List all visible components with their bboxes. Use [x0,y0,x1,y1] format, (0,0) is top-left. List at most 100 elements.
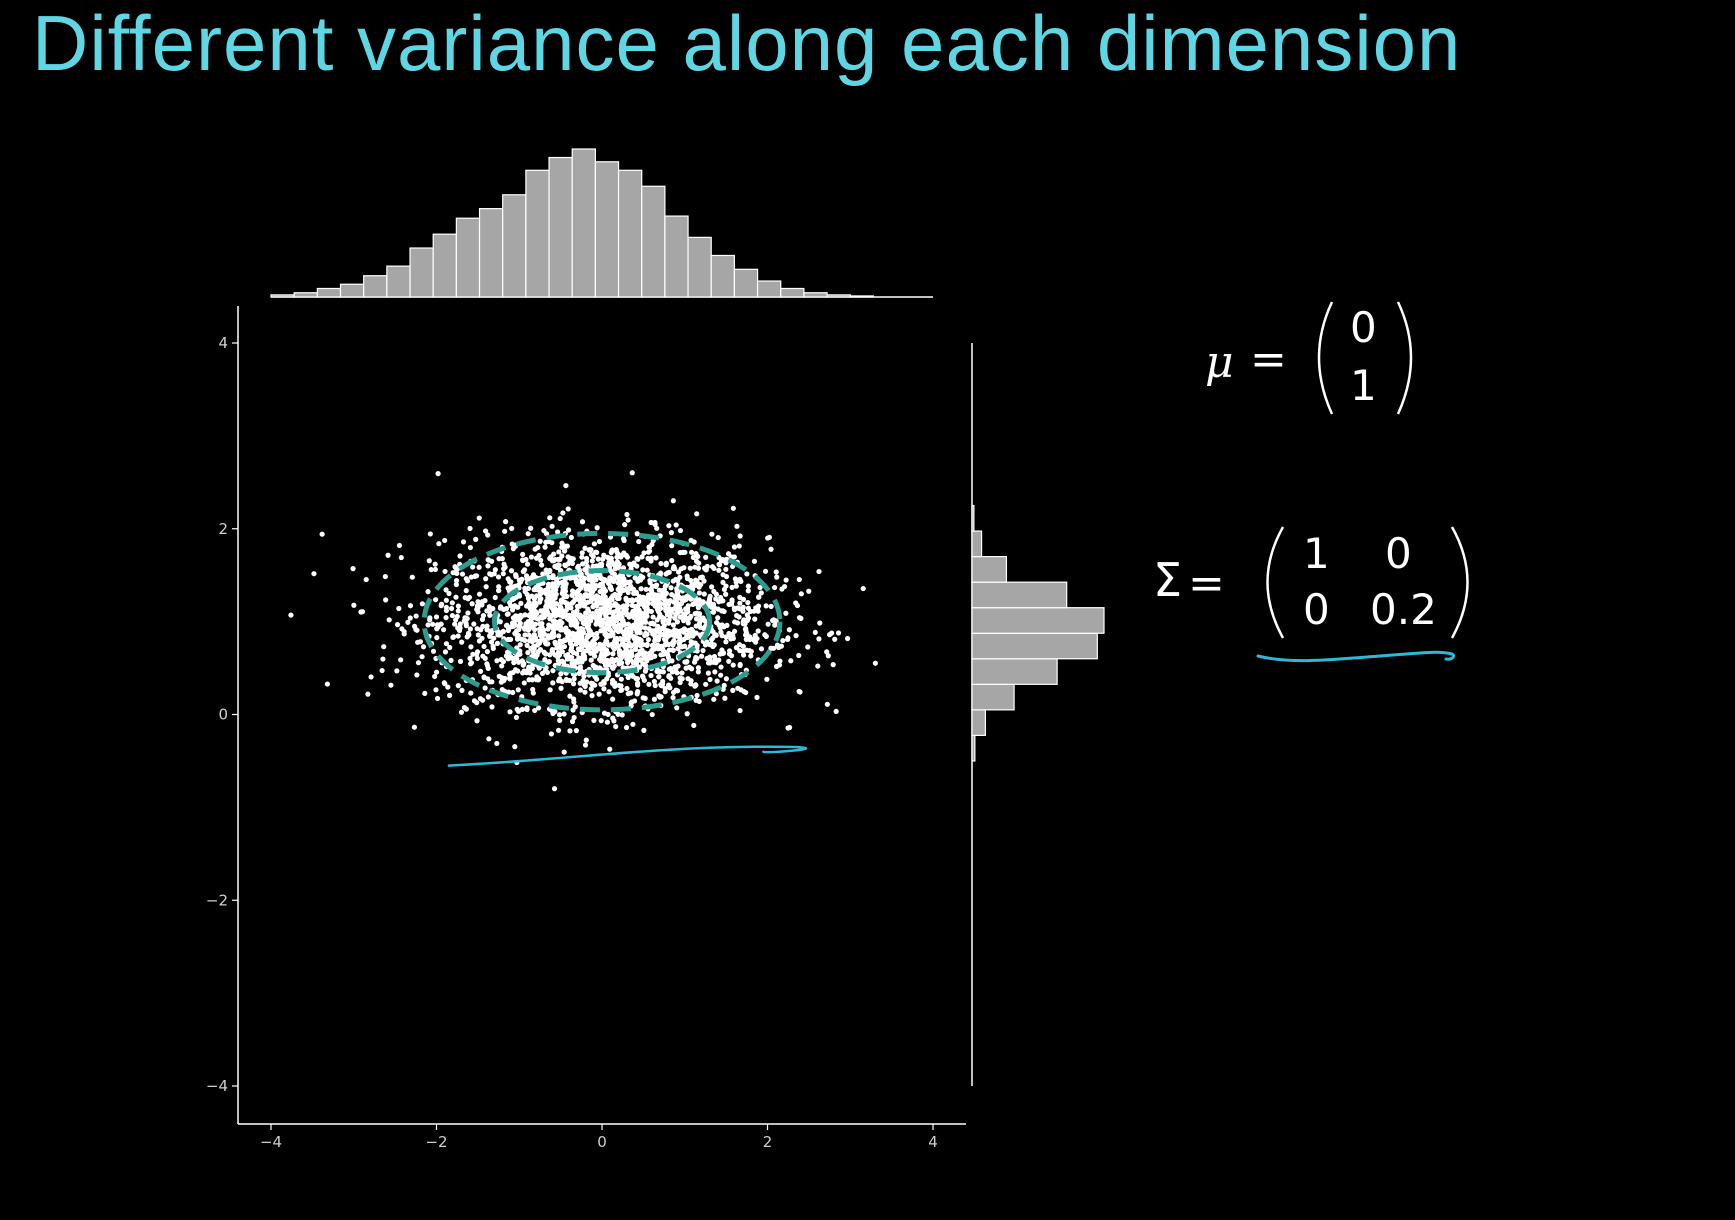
scatter-point [600,617,606,623]
scatter-point [552,708,558,715]
scatter-point [633,656,640,662]
scatter-point [723,639,729,645]
scatter-point [383,597,389,603]
scatter-point [536,599,543,605]
scatter-point [693,582,699,588]
scatter-point [661,636,668,642]
scatter-point [575,639,581,646]
scatter-point [510,546,516,552]
scatter-point [484,608,490,614]
scatter-point [552,601,558,607]
scatter-point [562,580,568,587]
scatter-point [449,600,455,606]
scatter-point [585,593,591,599]
scatter-point [661,622,667,629]
x-hist-bar [386,265,411,298]
scatter-point [699,574,705,580]
scatter-point [515,604,521,610]
scatter-point [692,564,698,570]
scatter-point [583,586,589,592]
scatter-point [540,571,546,577]
scatter-point [652,638,658,644]
x-hist-bar [502,194,527,298]
scatter-point [558,597,564,603]
scatter-point [728,636,734,642]
scatter-point [667,685,673,691]
y-tick-label: −2 [206,891,228,909]
scatter-point [806,588,812,594]
scatter-point [537,538,543,544]
scatter-point [455,608,461,614]
scatter-point [832,636,838,642]
scatter-point [543,641,549,647]
scatter-point [457,621,463,627]
mu-entry-1: 1 [1350,361,1377,410]
scatter-point [718,629,724,635]
scatter-point [433,687,439,693]
scatter-point [660,669,666,675]
scatter-point [573,595,579,602]
scatter-point [601,552,607,558]
scatter-point [488,639,495,645]
scatter-point [419,654,425,660]
scatter-point [605,672,611,679]
scatter-point [531,612,537,618]
scatter-point [600,556,606,562]
x-tick-label: 2 [763,1133,773,1151]
scatter-point [745,588,751,594]
scatter-point [703,567,709,573]
scatter-point [479,602,485,608]
scatter-point [726,630,732,637]
scatter-point [555,658,561,664]
scatter-point [730,505,736,511]
scatter-point [544,598,550,604]
scatter-point [476,591,483,597]
scatter-point [565,554,571,560]
x-tick-label: −4 [260,1133,282,1151]
scatter-point [793,633,799,639]
scatter-point [583,638,589,644]
scatter-point [585,606,591,612]
scatter-point [815,663,821,669]
scatter-point [525,650,531,656]
scatter-point [442,537,448,544]
scatter-point [528,619,535,626]
scatter-point [722,695,728,701]
scatter-point [386,617,392,623]
y-hist-bar [971,632,1098,660]
scatter-point [505,576,511,582]
y-hist-bar [971,709,986,736]
scatter-point [715,534,721,541]
scatter-point [633,619,639,625]
scatter-point [710,643,716,650]
scatter-point [606,559,612,565]
scatter-point [583,737,589,743]
scatter-point [515,708,522,714]
x-hist-bar [687,236,712,298]
scatter-point [533,555,540,561]
scatter-point [641,727,647,733]
scatter-point [407,603,414,609]
scatter-point [641,599,648,605]
scatter-point [447,644,453,651]
scatter-point [675,569,682,575]
scatter-point [670,689,677,696]
scatter-point [825,653,831,659]
scatter-point [652,519,658,526]
scatter-point [754,694,760,700]
scatter-point [368,674,374,680]
scatter-point [777,658,783,664]
scatter-point [543,590,549,597]
scatter-point [574,589,580,595]
scatter-point [635,682,641,688]
scatter-point [381,644,387,650]
scatter-point [545,626,551,632]
scatter-point [515,668,521,674]
x-hist-bar [710,254,735,298]
scatter-point [654,607,661,613]
scatter-point [459,639,465,645]
scatter-point [680,618,687,624]
scatter-point [615,587,621,593]
scatter-point [618,625,624,631]
scatter-point [522,637,528,644]
